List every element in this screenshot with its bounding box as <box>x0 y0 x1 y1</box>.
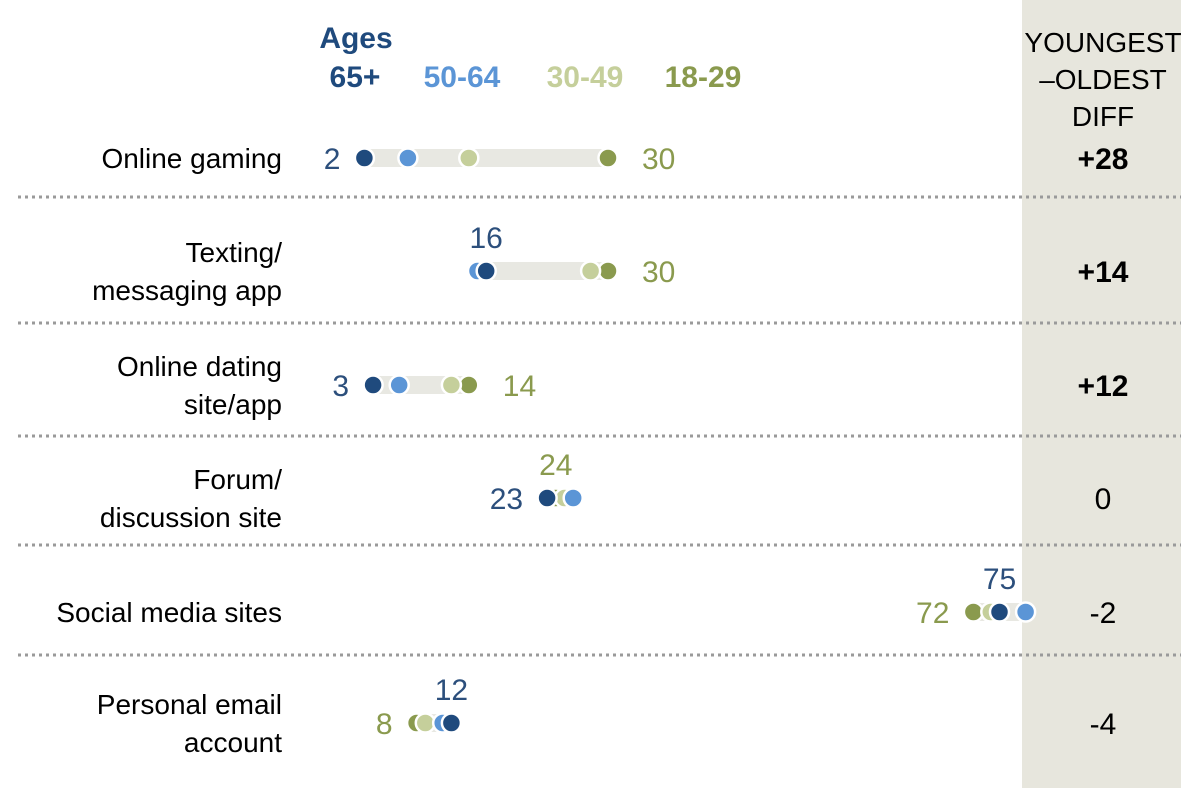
category-label: Forum/ <box>193 464 282 495</box>
category-row: Online dating site/app 3 14 +12 <box>117 351 1128 420</box>
category-label: messaging app <box>92 275 282 306</box>
dot-65+ <box>988 601 1011 623</box>
category-row: Forum/discussion site 24 23 0 <box>100 449 1111 533</box>
dot-30-49 <box>458 147 480 169</box>
legend-title: Ages <box>319 22 392 55</box>
category-row: Online gaming 2 30 +28 <box>101 143 1128 176</box>
dot-65+ <box>353 147 376 169</box>
legend-entry: 65+ <box>330 61 381 94</box>
diff-header-line: DIFF <box>1072 101 1134 132</box>
diff-value: 0 <box>1095 483 1112 516</box>
category-label: site/app <box>184 389 282 420</box>
category-label: Personal email <box>97 689 282 720</box>
value-label: 16 <box>470 222 503 255</box>
diff-header-line: –OLDEST <box>1039 64 1167 95</box>
value-label: 72 <box>916 597 949 630</box>
value-label: 30 <box>642 143 675 176</box>
diff-value: +14 <box>1078 256 1129 289</box>
category-label: Online gaming <box>101 143 282 174</box>
diff-value: +28 <box>1078 143 1129 176</box>
value-label: 3 <box>332 370 349 403</box>
diff-header-line: YOUNGEST <box>1024 27 1181 58</box>
value-label: 23 <box>490 483 523 516</box>
value-label: 2 <box>324 143 341 176</box>
diff-value: -2 <box>1090 597 1117 630</box>
value-label: 30 <box>642 256 675 289</box>
dot-65+ <box>440 712 463 734</box>
legend-entry: 30-49 <box>547 61 624 94</box>
legend: Ages 65+ 50-64 30-49 18-29 <box>319 22 741 94</box>
dot-50-64 <box>562 487 584 509</box>
range-bar <box>477 262 608 280</box>
legend-entry: 50-64 <box>424 61 501 94</box>
value-label: 75 <box>983 563 1016 596</box>
value-label: 24 <box>539 449 572 482</box>
dot-30-49 <box>579 260 602 282</box>
value-label: 12 <box>435 674 468 707</box>
category-label: Social media sites <box>56 597 282 628</box>
dot-50-64 <box>397 147 419 169</box>
legend-entry: 18-29 <box>665 61 742 94</box>
range-bar <box>364 149 608 167</box>
dot-65+ <box>362 374 384 396</box>
category-row: Personal email account 12 8 -4 <box>97 674 1117 758</box>
category-label: Online dating <box>117 351 282 382</box>
category-label: account <box>184 727 282 758</box>
category-label: discussion site <box>100 502 282 533</box>
diff-value: +12 <box>1078 370 1129 403</box>
dot-65+ <box>475 260 497 282</box>
dot-50-64 <box>388 374 410 396</box>
category-row: Texting/messaging app 16 30 +14 <box>92 222 1129 306</box>
dot-18-29 <box>597 147 619 169</box>
dot-65+ <box>536 487 558 509</box>
diff-value: -4 <box>1090 708 1117 741</box>
dot-30-49 <box>414 712 437 734</box>
value-label: 14 <box>503 370 536 403</box>
diff-column-header: YOUNGEST –OLDEST DIFF <box>1024 27 1181 132</box>
category-label: Texting/ <box>186 237 283 268</box>
value-label: 8 <box>376 708 393 741</box>
diff-column-background <box>1022 0 1181 788</box>
dot-30-49 <box>440 374 463 396</box>
dot-50-64 <box>1014 601 1037 623</box>
category-row: Social media sites 75 72 -2 <box>56 563 1116 630</box>
